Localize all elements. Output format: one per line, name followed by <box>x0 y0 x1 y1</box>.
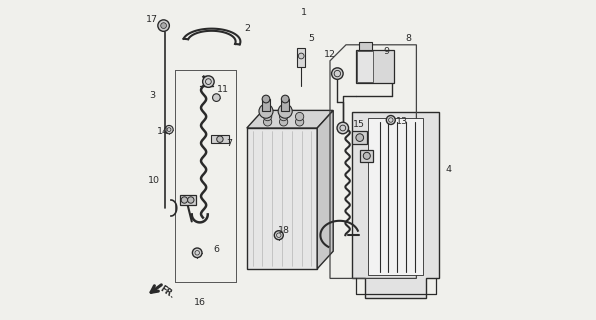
Bar <box>262 99 270 111</box>
Text: 7: 7 <box>226 140 232 148</box>
Text: FR.: FR. <box>158 284 176 300</box>
Text: 10: 10 <box>148 176 160 185</box>
Circle shape <box>296 112 304 121</box>
Text: 15: 15 <box>353 120 365 129</box>
Polygon shape <box>247 128 317 269</box>
Polygon shape <box>352 131 367 144</box>
Circle shape <box>296 118 304 126</box>
Bar <box>281 99 289 111</box>
Circle shape <box>299 53 304 59</box>
Polygon shape <box>352 112 439 298</box>
Text: 17: 17 <box>147 15 159 24</box>
Text: 1: 1 <box>302 8 308 17</box>
Polygon shape <box>360 150 373 162</box>
Circle shape <box>331 68 343 79</box>
Circle shape <box>280 112 288 121</box>
Circle shape <box>274 231 283 240</box>
Text: 4: 4 <box>445 165 451 174</box>
Circle shape <box>263 118 272 126</box>
Text: 8: 8 <box>405 34 411 43</box>
Polygon shape <box>179 195 195 205</box>
Text: 12: 12 <box>324 50 336 59</box>
Text: 2: 2 <box>244 24 250 33</box>
Circle shape <box>158 20 169 31</box>
Bar <box>297 48 305 67</box>
Circle shape <box>259 104 273 118</box>
Polygon shape <box>317 110 333 269</box>
Circle shape <box>278 104 292 118</box>
Text: 14: 14 <box>157 127 169 136</box>
Circle shape <box>213 94 221 101</box>
Circle shape <box>386 116 395 124</box>
Text: 9: 9 <box>383 47 389 56</box>
Circle shape <box>262 95 270 103</box>
Text: 18: 18 <box>278 226 290 235</box>
Circle shape <box>281 95 289 103</box>
Polygon shape <box>247 110 333 128</box>
Text: 13: 13 <box>396 117 408 126</box>
Text: 16: 16 <box>194 298 206 307</box>
Circle shape <box>356 134 364 141</box>
Circle shape <box>203 76 214 87</box>
Circle shape <box>263 112 272 121</box>
Text: 5: 5 <box>308 34 314 43</box>
Polygon shape <box>211 135 228 143</box>
Circle shape <box>217 136 223 142</box>
Polygon shape <box>356 50 394 83</box>
Text: 11: 11 <box>217 85 229 94</box>
Circle shape <box>165 125 173 134</box>
Circle shape <box>337 122 349 134</box>
Circle shape <box>188 197 194 203</box>
Bar <box>359 42 371 50</box>
Text: 3: 3 <box>150 92 156 100</box>
Circle shape <box>161 23 166 28</box>
Text: 6: 6 <box>213 245 219 254</box>
Circle shape <box>364 152 370 159</box>
Polygon shape <box>368 118 423 275</box>
Circle shape <box>181 197 188 203</box>
Circle shape <box>193 248 202 258</box>
Polygon shape <box>357 51 373 82</box>
Circle shape <box>280 118 288 126</box>
